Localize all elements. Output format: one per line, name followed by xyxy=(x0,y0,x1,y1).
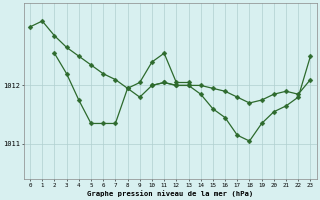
X-axis label: Graphe pression niveau de la mer (hPa): Graphe pression niveau de la mer (hPa) xyxy=(87,190,253,197)
